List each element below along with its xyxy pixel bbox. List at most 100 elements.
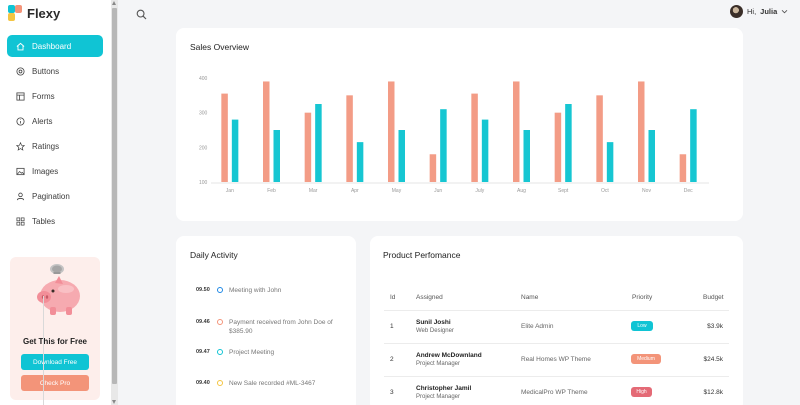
- sidebar-item-forms[interactable]: Forms: [7, 85, 103, 107]
- star-icon: [15, 141, 25, 151]
- row-id: 3: [390, 389, 394, 396]
- x-tick-label: Aug: [517, 188, 526, 194]
- assignee-role: Web Designer: [416, 328, 454, 334]
- sales-bar-chart: 100 200 300 400 Jan Feb Mar Apr May Jun July Aug Sep…: [199, 76, 709, 194]
- timeline-line: [43, 296, 44, 405]
- product-name: MedicalPro WP Theme: [521, 389, 588, 396]
- sidebar-item-tables[interactable]: Tables: [7, 210, 103, 232]
- timeline-time: 09.50: [196, 287, 210, 293]
- sidebar-item-label: Ratings: [32, 141, 60, 151]
- timeline-dot-icon: [217, 349, 223, 355]
- timeline-time: 09.40: [196, 380, 210, 386]
- x-tick-label: Mar: [309, 188, 318, 194]
- sidebar-scrollbar[interactable]: [111, 0, 118, 405]
- y-tick-label: 300: [199, 111, 208, 117]
- timeline-time: 09.47: [196, 349, 210, 355]
- table-row[interactable]: 2 Andrew McDownland Project Manager Real…: [384, 343, 729, 376]
- timeline-item: 09.47 Project Meeting: [196, 348, 339, 360]
- bar-series-2: [690, 109, 697, 182]
- budget-value: $3.9k: [707, 323, 723, 330]
- bar-series-1: [346, 95, 353, 182]
- table-header-assigned: Assigned: [416, 294, 443, 301]
- info-icon: [15, 116, 25, 126]
- timeline-dot-icon: [217, 380, 223, 386]
- promo-title: Get This for Free: [22, 337, 87, 346]
- sales-overview-title: Sales Overview: [190, 42, 250, 52]
- daily-activity-card: Daily Activity: [176, 236, 356, 405]
- row-id: 1: [390, 323, 394, 330]
- sidebar-item-images[interactable]: Images: [7, 160, 103, 182]
- sidebar-item-label: Dashboard: [32, 41, 72, 51]
- sidebar-item-label: Pagination: [32, 191, 70, 201]
- user-icon: [15, 191, 25, 201]
- product-performance-title: Product Perfomance: [383, 250, 461, 260]
- bar-series-1: [388, 81, 395, 182]
- brand[interactable]: Flexy: [8, 5, 60, 21]
- bar-series-2: [606, 142, 614, 182]
- x-tick-label: Jan: [226, 188, 234, 194]
- table-row[interactable]: 3 Christopher Jamil Project Manager Medi…: [384, 376, 729, 405]
- product-name: Elite Admin: [521, 323, 554, 330]
- sidebar-item-label: Buttons: [32, 66, 60, 76]
- bar-series-2: [231, 119, 239, 182]
- timeline-dot-icon: [217, 319, 223, 325]
- search-button[interactable]: [136, 7, 147, 20]
- timeline-dot-icon: [217, 287, 223, 293]
- bar-series-1: [221, 93, 228, 182]
- table-header-name: Name: [521, 294, 539, 301]
- bar-series-2: [481, 119, 489, 182]
- assignee-role: Project Manager: [416, 394, 461, 400]
- sidebar-item-alerts[interactable]: Alerts: [7, 110, 103, 132]
- row-id: 2: [390, 356, 394, 363]
- priority-badge: High: [631, 387, 652, 397]
- sidebar-item-label: Images: [32, 166, 59, 176]
- bar-series-1: [679, 154, 687, 182]
- budget-value: $24.5k: [703, 356, 723, 363]
- x-tick-label: Feb: [267, 188, 276, 194]
- avatar: [730, 5, 743, 18]
- sales-overview-card: Sales Overview 100 200 300 400 Jan Feb Mar Apr M…: [176, 28, 743, 221]
- user-menu[interactable]: Hi, Julia: [730, 5, 788, 18]
- bar-series-1: [513, 81, 520, 182]
- sidebar: Flexy Dashboard Buttons Forms Alerts Rat…: [0, 0, 111, 405]
- x-tick-label: Jun: [434, 188, 442, 194]
- bar-series-2: [273, 130, 280, 182]
- x-tick-label: Dec: [684, 188, 693, 194]
- priority-badge: Low: [631, 321, 653, 331]
- timeline-item: 09.46 Payment received from John Doe of $…: [196, 318, 339, 335]
- sidebar-item-buttons[interactable]: Buttons: [7, 60, 103, 82]
- bar-series-2: [398, 130, 405, 182]
- assignee-name: Andrew McDownland: [416, 352, 482, 359]
- bar-series-2: [565, 104, 572, 182]
- bar-series-2: [648, 130, 655, 182]
- scroll-up-arrow-icon[interactable]: [112, 1, 116, 5]
- product-performance-card: Product Perfomance Id Assigned Name Prio…: [370, 236, 743, 405]
- timeline-time: 09.46: [196, 319, 210, 325]
- sidebar-item-pagination[interactable]: Pagination: [7, 185, 103, 207]
- promo-card: Get This for Free Download Free Check Pr…: [10, 257, 100, 400]
- scroll-down-arrow-icon[interactable]: [112, 400, 116, 404]
- bar-series-1: [596, 95, 603, 182]
- sidebar-item-label: Alerts: [32, 116, 53, 126]
- home-icon: [15, 41, 25, 51]
- daily-activity-title: Daily Activity: [190, 250, 238, 260]
- download-free-button[interactable]: Download Free: [21, 354, 89, 370]
- check-pro-button[interactable]: Check Pro: [21, 375, 89, 391]
- layout-icon: [15, 91, 25, 101]
- y-tick-label: 100: [199, 180, 208, 186]
- sidebar-item-dashboard[interactable]: Dashboard: [7, 35, 103, 57]
- timeline-text: Project Meeting: [229, 349, 275, 356]
- search-icon: [136, 9, 147, 20]
- bar-series-1: [638, 81, 645, 182]
- sidebar-item-ratings[interactable]: Ratings: [7, 135, 103, 157]
- bar-series-2: [523, 130, 530, 182]
- bar-series-1: [554, 112, 562, 182]
- flexy-logo-icon: [8, 5, 22, 21]
- scroll-thumb[interactable]: [112, 8, 117, 384]
- sidebar-item-label: Tables: [32, 216, 56, 226]
- piggy-bank-illustration: [37, 264, 80, 315]
- assignee-role: Project Manager: [416, 361, 461, 367]
- assignee-name: Sunil Joshi: [416, 319, 451, 326]
- table-row[interactable]: 1 Sunil Joshi Web Designer Elite Admin L…: [384, 310, 729, 343]
- bar-series-1: [429, 154, 437, 182]
